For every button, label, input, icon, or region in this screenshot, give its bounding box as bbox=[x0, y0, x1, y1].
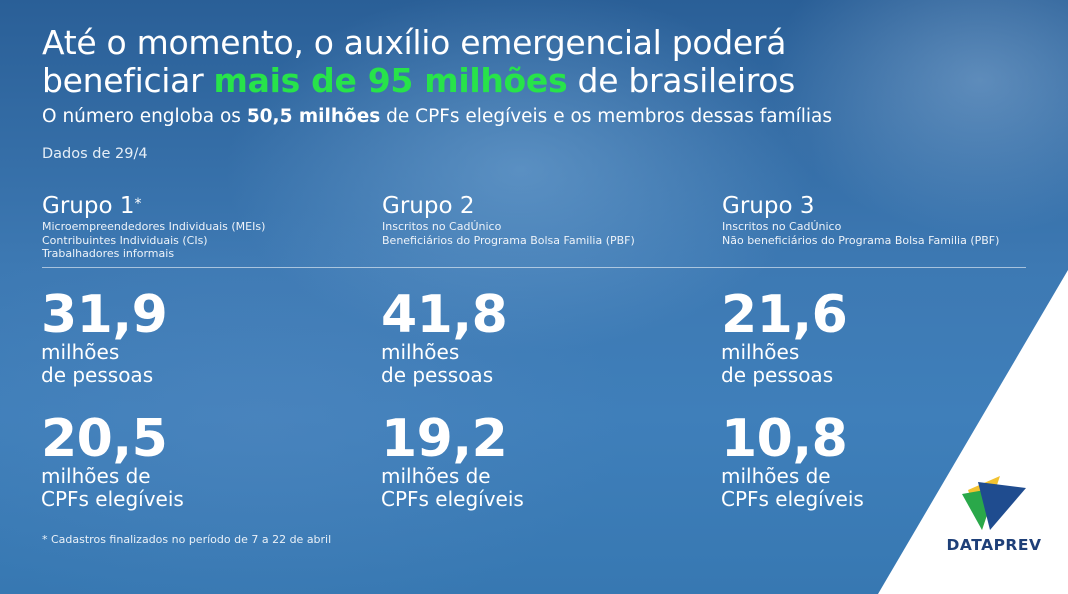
group-1-people-label-1: milhões bbox=[41, 340, 120, 364]
subtitle-prefix: O número engloba os bbox=[42, 106, 247, 127]
subtitle-suffix: de CPFs elegíveis e os membros dessas fa… bbox=[380, 106, 833, 127]
group-3-people-stat: 21,6 milhões de pessoas bbox=[721, 289, 1021, 387]
group-1-cpf-stat: 20,5 milhões de CPFs elegíveis bbox=[41, 413, 341, 511]
headline-prefix: beneficiar bbox=[42, 61, 214, 100]
group-3-people-label-1: milhões bbox=[721, 340, 800, 364]
date-note: Dados de 29/4 bbox=[42, 146, 148, 162]
dataprev-logo-text: DATAPREV bbox=[946, 536, 1042, 554]
group-1-desc-2: Contribuintes Individuais (CIs) bbox=[42, 233, 208, 247]
group-3-people-value: 21,6 bbox=[721, 285, 848, 345]
group-2-people-label-2: de pessoas bbox=[381, 363, 494, 387]
group-2-people-stat: 41,8 milhões de pessoas bbox=[381, 289, 681, 387]
group-3-title: Grupo 3 bbox=[722, 193, 815, 219]
group-2-cpf-label-2: CPFs elegíveis bbox=[381, 487, 524, 511]
group-3-header: Grupo 3 Inscritos no CadÚnico Não benefi… bbox=[722, 192, 1042, 247]
group-3-cpf-label-1: milhões de bbox=[721, 464, 831, 488]
dataprev-logo-icon bbox=[962, 476, 1026, 530]
group-2-cpf-value: 19,2 bbox=[381, 409, 508, 469]
group-1-people-stat: 31,9 milhões de pessoas bbox=[41, 289, 341, 387]
group-1-people-label-2: de pessoas bbox=[41, 363, 154, 387]
group-1-desc-1: Microempreendedores Individuais (MEIs) bbox=[42, 220, 266, 233]
headline-suffix: de brasileiros bbox=[567, 61, 796, 100]
group-3-cpf-value: 10,8 bbox=[721, 409, 848, 469]
group-2-desc-1: Inscritos no CadÚnico bbox=[382, 220, 502, 233]
group-2-people-value: 41,8 bbox=[381, 285, 508, 345]
group-3-cpf-label-2: CPFs elegíveis bbox=[721, 487, 864, 511]
subtitle: O número engloba os 50,5 milhões de CPFs… bbox=[42, 105, 1002, 129]
group-2-desc-2: Beneficiários do Programa Bolsa Familia … bbox=[382, 233, 635, 247]
group-3-desc-2: Não beneficiários do Programa Bolsa Fami… bbox=[722, 233, 1000, 247]
group-1-header: Grupo 1* Microempreendedores Individuais… bbox=[42, 192, 362, 261]
group-1-title-text: Grupo 1 bbox=[42, 193, 135, 219]
group-1-people-value: 31,9 bbox=[41, 285, 168, 345]
group-1-cpf-label-1: milhões de bbox=[41, 464, 151, 488]
group-1-cpf-value: 20,5 bbox=[41, 409, 168, 469]
headline-highlight: mais de 95 milhões bbox=[213, 61, 568, 100]
group-2-header: Grupo 2 Inscritos no CadÚnico Beneficiár… bbox=[382, 192, 702, 247]
group-1-title: Grupo 1* bbox=[42, 192, 362, 220]
group-1-footnote-marker: * bbox=[134, 196, 142, 212]
headline-line-1: Até o momento, o auxílio emergencial pod… bbox=[42, 23, 787, 62]
group-3-cpf-stat: 10,8 milhões de CPFs elegíveis bbox=[721, 413, 1021, 511]
group-2-cpf-stat: 19,2 milhões de CPFs elegíveis bbox=[381, 413, 681, 511]
headline: Até o momento, o auxílio emergencial pod… bbox=[42, 24, 942, 100]
group-2-title: Grupo 2 bbox=[382, 193, 475, 219]
group-2-people-label-1: milhões bbox=[381, 340, 460, 364]
group-3-desc-1: Inscritos no CadÚnico bbox=[722, 220, 842, 233]
subtitle-bold: 50,5 milhões bbox=[246, 106, 381, 127]
footnote: * Cadastros finalizados no período de 7 … bbox=[42, 533, 332, 546]
group-1-cpf-label-2: CPFs elegíveis bbox=[41, 487, 184, 511]
header-divider bbox=[42, 267, 1026, 268]
group-2-cpf-label-1: milhões de bbox=[381, 464, 491, 488]
headline-line-2: beneficiar mais de 95 milhões de brasile… bbox=[42, 62, 942, 100]
group-3-people-label-2: de pessoas bbox=[721, 363, 834, 387]
group-1-desc-3: Trabalhadores informais bbox=[42, 247, 175, 260]
